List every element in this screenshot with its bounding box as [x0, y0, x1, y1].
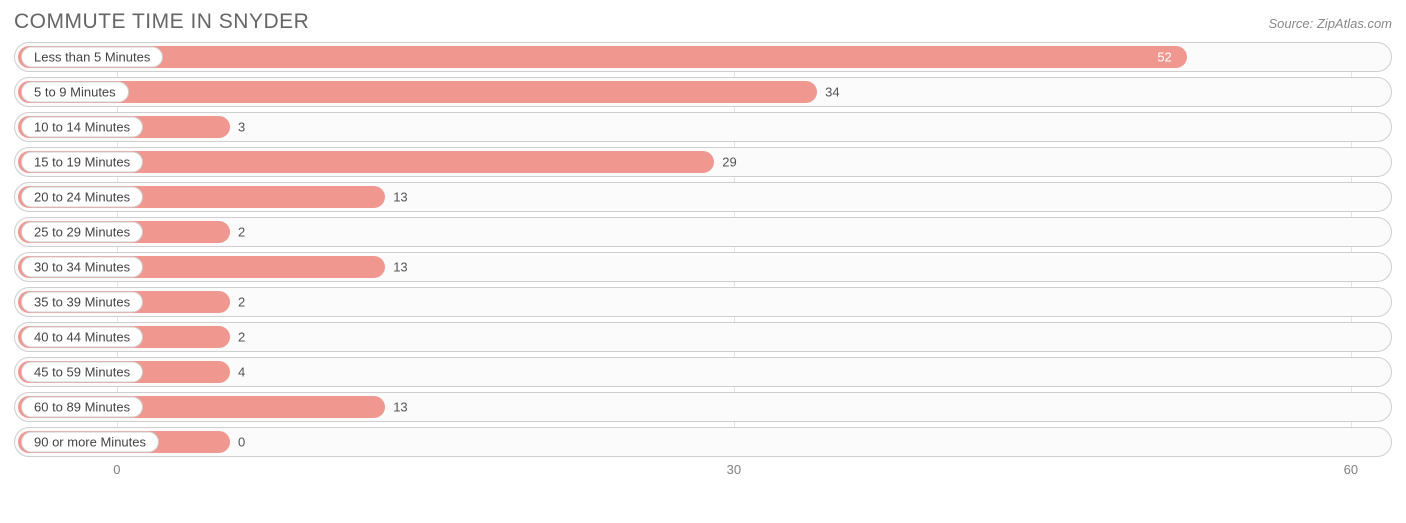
bar-label: 30 to 34 Minutes	[21, 257, 143, 278]
bar-label: 20 to 24 Minutes	[21, 187, 143, 208]
bars-area: Less than 5 Minutes525 to 9 Minutes3410 …	[14, 42, 1392, 457]
bar-value: 13	[393, 190, 407, 205]
bar-label: 60 to 89 Minutes	[21, 397, 143, 418]
bar-fill	[18, 81, 817, 103]
x-axis-tick: 30	[727, 462, 741, 477]
bar-value: 0	[238, 435, 245, 450]
bar-value: 2	[238, 330, 245, 345]
bar-row: 15 to 19 Minutes 29	[14, 147, 1392, 177]
bar-value: 2	[238, 225, 245, 240]
bar-label: 15 to 19 Minutes	[21, 152, 143, 173]
bar-value: 29	[722, 155, 736, 170]
chart-container: COMMUTE TIME IN SNYDER Source: ZipAtlas.…	[0, 0, 1406, 523]
bar-row: 40 to 44 Minutes 2	[14, 322, 1392, 352]
bar-label: 40 to 44 Minutes	[21, 327, 143, 348]
bar-row: 60 to 89 Minutes 13	[14, 392, 1392, 422]
bar-value: 13	[393, 260, 407, 275]
x-axis: 0 30 60	[14, 462, 1392, 482]
bar-label: 10 to 14 Minutes	[21, 117, 143, 138]
bar-label: 90 or more Minutes	[21, 432, 159, 453]
bar-row: 30 to 34 Minutes 13	[14, 252, 1392, 282]
bar-label: 25 to 29 Minutes	[21, 222, 143, 243]
bar-row: 10 to 14 Minutes 3	[14, 112, 1392, 142]
bar-value: 52	[1157, 50, 1171, 65]
bar-value: 2	[238, 295, 245, 310]
chart-header: COMMUTE TIME IN SNYDER Source: ZipAtlas.…	[14, 10, 1392, 34]
bar-fill	[18, 46, 1187, 68]
bar-row: 35 to 39 Minutes 2	[14, 287, 1392, 317]
bar-label: 5 to 9 Minutes	[21, 82, 129, 103]
bar-row: 45 to 59 Minutes 4	[14, 357, 1392, 387]
bar-value: 3	[238, 120, 245, 135]
bar-label: 45 to 59 Minutes	[21, 362, 143, 383]
bar-value: 13	[393, 400, 407, 415]
bar-label: 35 to 39 Minutes	[21, 292, 143, 313]
bar-label: Less than 5 Minutes	[21, 47, 163, 68]
x-axis-tick: 0	[113, 462, 120, 477]
bar-row: 5 to 9 Minutes 34	[14, 77, 1392, 107]
chart-title: COMMUTE TIME IN SNYDER	[14, 10, 309, 34]
bar-row: 25 to 29 Minutes 2	[14, 217, 1392, 247]
bar-row: Less than 5 Minutes 52	[14, 42, 1392, 72]
bar-value: 4	[238, 365, 245, 380]
bar-row: 90 or more Minutes 0	[14, 427, 1392, 457]
chart-source: Source: ZipAtlas.com	[1268, 16, 1392, 31]
bar-row: 20 to 24 Minutes 13	[14, 182, 1392, 212]
x-axis-tick: 60	[1344, 462, 1358, 477]
bar-value: 34	[825, 85, 839, 100]
